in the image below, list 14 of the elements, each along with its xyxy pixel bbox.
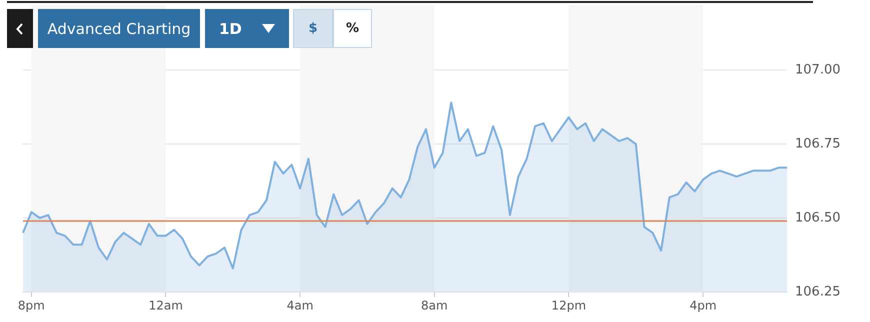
x-tick-label: 12pm — [551, 298, 586, 312]
x-tick-label: 4pm — [690, 298, 717, 312]
period-dropdown: 1D — [205, 9, 289, 48]
y-tick-label: 107.00 — [795, 62, 840, 78]
x-tick-label: 8am — [421, 298, 448, 312]
y-tick-label: 106.25 — [795, 284, 840, 300]
y-tick-label: 106.75 — [795, 136, 840, 152]
price-toggle: $ — [293, 9, 333, 48]
x-tick-label: 12am — [148, 298, 183, 312]
x-tick-label: 8pm — [18, 298, 45, 312]
percent-toggle: % — [333, 9, 372, 48]
charting-button: Advanced Charting — [38, 9, 200, 48]
x-tick-label: 4am — [286, 298, 314, 312]
y-tick-label: 106.50 — [795, 210, 840, 226]
